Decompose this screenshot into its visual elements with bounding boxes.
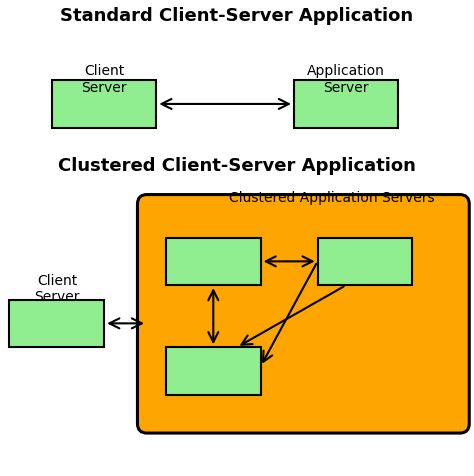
FancyBboxPatch shape: [9, 300, 104, 347]
FancyBboxPatch shape: [318, 238, 412, 286]
FancyBboxPatch shape: [166, 347, 261, 395]
Text: Application
Server: Application Server: [307, 64, 385, 94]
FancyBboxPatch shape: [166, 238, 261, 286]
Text: Client
Server: Client Server: [34, 274, 80, 304]
Text: Standard Client-Server Application: Standard Client-Server Application: [61, 7, 413, 25]
Text: Clustered Application Servers: Clustered Application Servers: [229, 190, 435, 204]
FancyBboxPatch shape: [137, 195, 469, 433]
FancyBboxPatch shape: [294, 81, 398, 129]
FancyBboxPatch shape: [52, 81, 156, 129]
Text: Client
Server: Client Server: [82, 64, 127, 94]
Text: Clustered Client-Server Application: Clustered Client-Server Application: [58, 157, 416, 175]
